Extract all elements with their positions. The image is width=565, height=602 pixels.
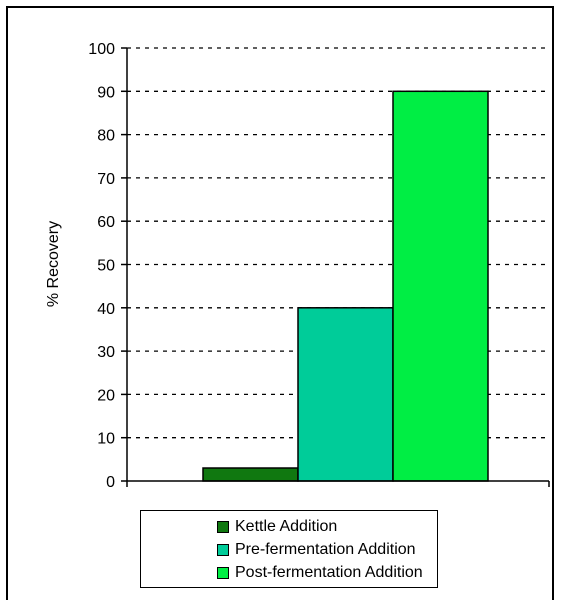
y-tick-label: 100 (88, 41, 115, 58)
y-tick-label: 30 (97, 344, 115, 361)
legend-label: Pre-fermentation Addition (235, 540, 416, 558)
y-tick-label: 70 (97, 171, 115, 188)
axes (126, 48, 550, 487)
y-tick-label: 50 (97, 258, 115, 275)
bar-kettle-addition (202, 467, 299, 482)
bar-post-fermentation-addition (392, 90, 489, 482)
legend-item: Post-fermentation Addition (217, 561, 437, 584)
y-tick-label: 80 (97, 128, 115, 145)
legend-swatch (217, 543, 229, 556)
y-tick-label: 10 (97, 431, 115, 448)
y-axis-label: % Recovery (45, 221, 62, 307)
y-axis-ticks: 0 10 20 30 40 50 60 70 80 90 100 (88, 41, 127, 491)
legend: Kettle Addition Pre-fermentation Addition… (140, 510, 438, 588)
bar-pre-fermentation-addition (297, 307, 394, 482)
y-tick-label: 60 (97, 214, 115, 231)
legend-item: Kettle Addition (217, 515, 437, 538)
bars (202, 90, 489, 482)
legend-label: Post-fermentation Addition (235, 563, 423, 581)
legend-swatch (217, 566, 229, 579)
legend-label: Kettle Addition (235, 517, 338, 535)
y-tick-label: 20 (97, 387, 115, 404)
y-tick-label: 90 (97, 84, 115, 101)
legend-item: Pre-fermentation Addition (217, 538, 437, 561)
y-tick-label: 0 (106, 474, 115, 491)
y-tick-label: 40 (97, 301, 115, 318)
legend-swatch (217, 520, 229, 533)
